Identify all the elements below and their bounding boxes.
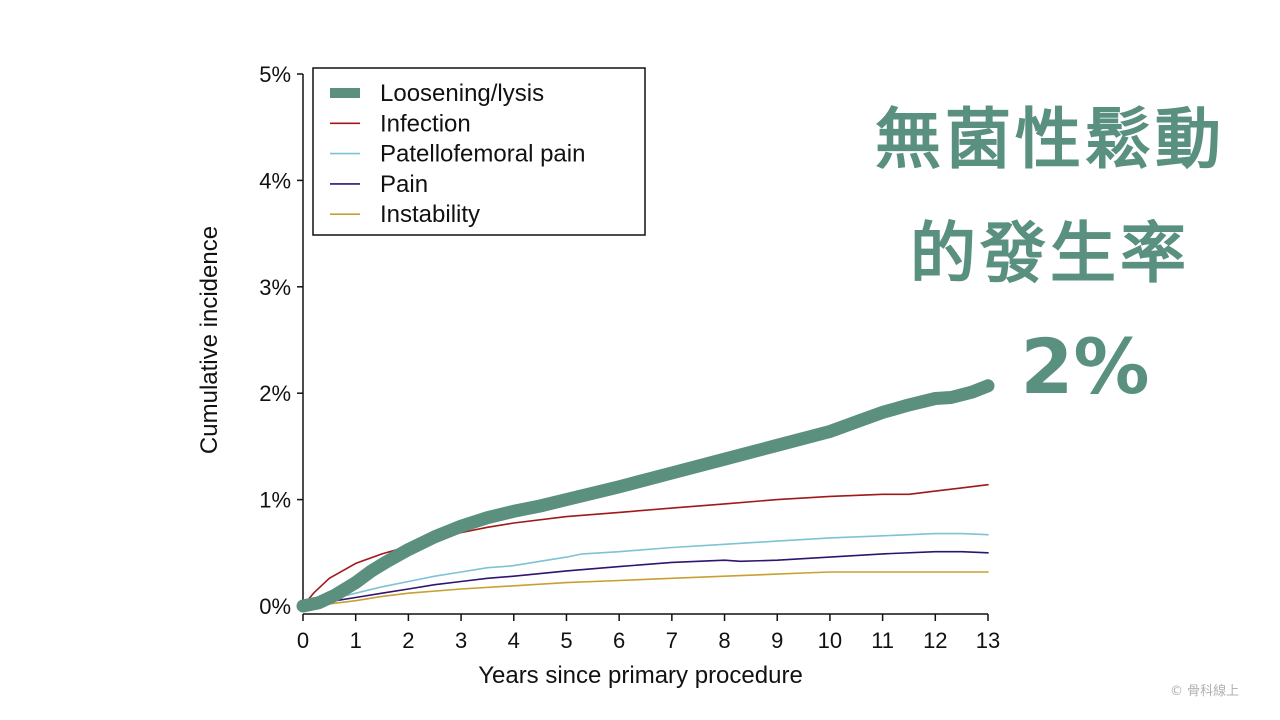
headline-line-2: 的發生率 [910, 215, 1190, 292]
x-tick-label: 3 [455, 628, 467, 653]
legend-label: Patellofemoral pain [380, 141, 585, 168]
legend-box [312, 67, 646, 236]
series-line-loosening-lysis [296, 379, 995, 613]
series-line-pain [302, 550, 989, 607]
x-tick-label: 1 [350, 628, 362, 653]
legend-label: Instability [380, 201, 480, 228]
headline-line-3: 2% [1020, 322, 1150, 411]
legend-label: Loosening/lysis [380, 80, 544, 107]
x-tick-label: 4 [508, 628, 520, 653]
y-tick-label: 2% [259, 381, 291, 406]
x-tick-label: 12 [923, 628, 947, 653]
chart-series-layer [296, 379, 995, 613]
x-tick-label: 9 [771, 628, 783, 653]
y-tick-label: 0% [259, 594, 291, 619]
x-tick-label: 6 [613, 628, 625, 653]
x-tick-label: 11 [871, 628, 894, 653]
series-line-instability [302, 571, 989, 607]
y-tick-label: 5% [259, 62, 291, 87]
headline-line-1: 無菌性鬆動 [875, 101, 1225, 178]
x-tick-label: 13 [976, 628, 1000, 653]
x-tick-label: 5 [560, 628, 572, 653]
series-line-patellofemoral-pain [302, 532, 989, 607]
legend-label: Infection [380, 110, 471, 137]
y-tick-label: 3% [259, 275, 291, 300]
y-tick-label: 1% [259, 488, 291, 513]
x-tick-label: 2 [402, 628, 414, 653]
y-axis-title: Cumulative incidence [196, 226, 223, 454]
chart-legend: Loosening/lysis Infection Patellofemoral p… [312, 67, 646, 236]
x-tick-label: 10 [818, 628, 842, 653]
y-tick-label: 4% [259, 168, 291, 193]
x-tick-label: 7 [666, 628, 678, 653]
x-tick-label: 0 [297, 628, 309, 653]
x-axis-title: Years since primary procedure [478, 662, 803, 689]
copyright-credit: © 骨科線上 [1170, 684, 1240, 699]
x-tick-label: 8 [718, 628, 730, 653]
series-line-infection [302, 483, 989, 607]
legend-label: Pain [380, 171, 428, 198]
